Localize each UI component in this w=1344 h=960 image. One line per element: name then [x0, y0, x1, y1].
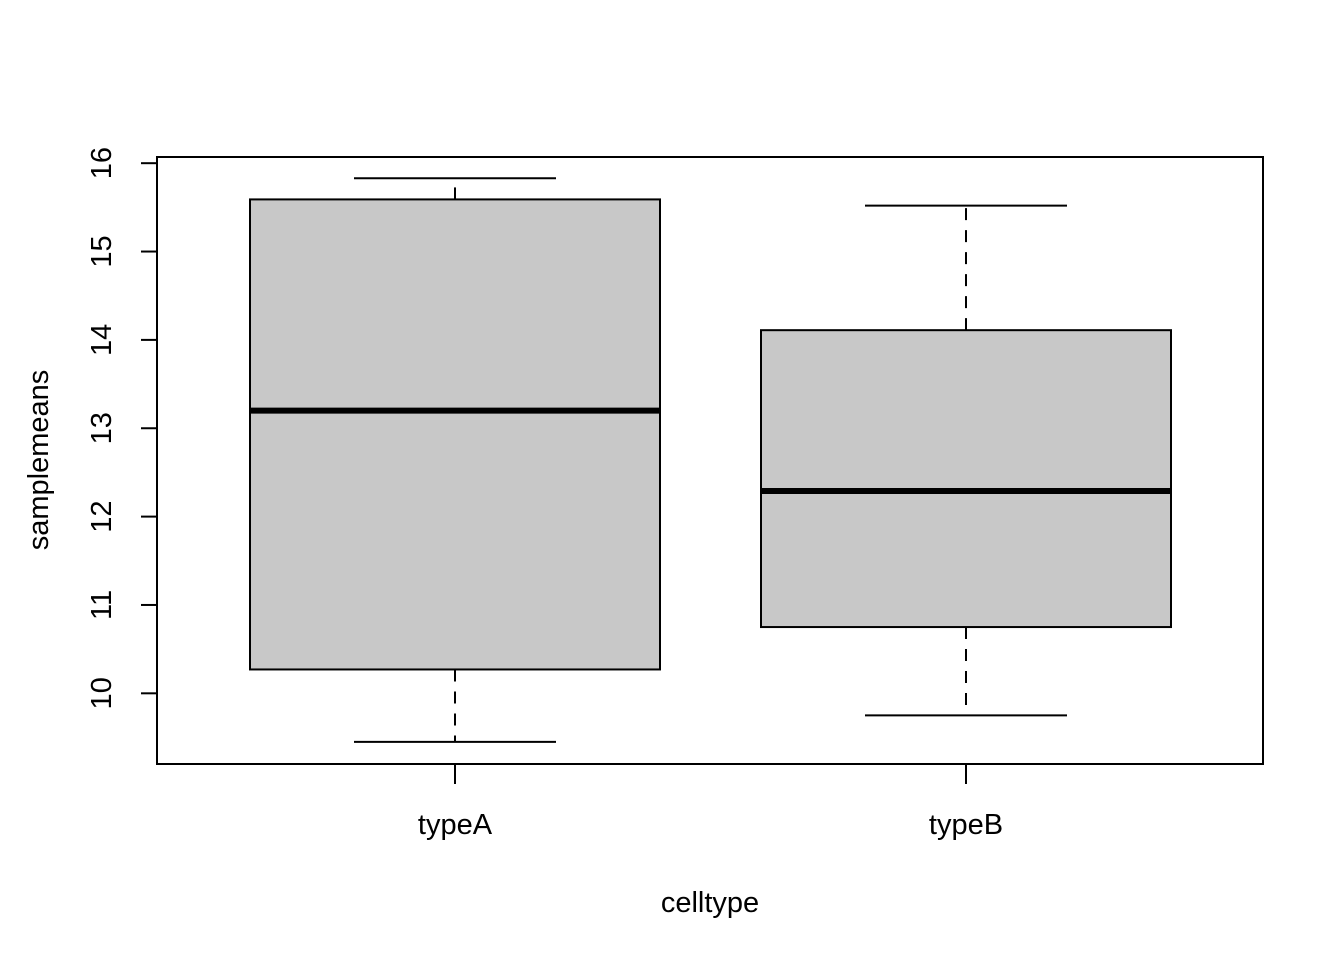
y-tick-label: 15	[86, 235, 118, 267]
y-axis: 10 11 12 13 14 15 16	[86, 147, 158, 709]
y-tick-label: 14	[86, 324, 118, 356]
x-axis-label: celltype	[661, 887, 759, 919]
box-typeA	[249, 177, 661, 743]
iqr-box	[760, 329, 1172, 629]
y-tick-label: 12	[86, 500, 118, 532]
y-tick-label: 13	[86, 412, 118, 444]
x-tick-label: typeB	[929, 809, 1003, 841]
y-tick-label: 16	[86, 147, 118, 179]
y-tick-label: 10	[86, 677, 118, 709]
iqr-box	[249, 198, 661, 671]
y-tick-label: 11	[86, 590, 118, 620]
y-axis-label: samplemeans	[23, 370, 55, 551]
box-typeB	[760, 204, 1172, 717]
x-axis: typeA typeB	[418, 764, 1003, 841]
box-series	[249, 177, 1172, 743]
x-tick-label: typeA	[418, 809, 493, 841]
